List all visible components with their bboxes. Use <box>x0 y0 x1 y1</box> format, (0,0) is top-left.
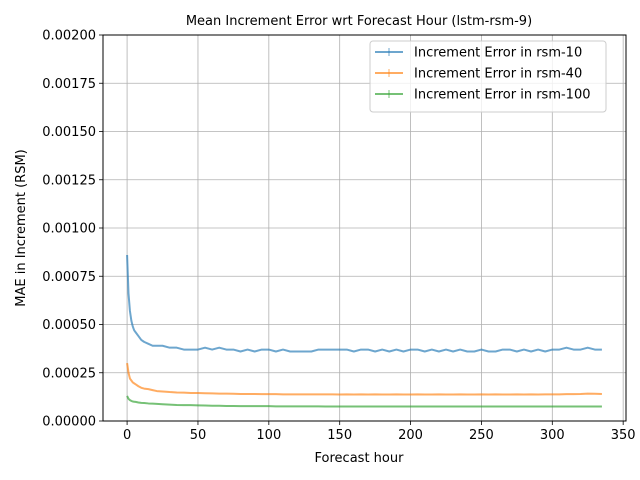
y-tick-label: 0.00075 <box>42 270 96 285</box>
x-axis-label: Forecast hour <box>315 451 405 466</box>
x-tick-label: 100 <box>256 428 281 443</box>
series-line-2 <box>126 362 602 396</box>
y-tick-label: 0.00175 <box>42 77 96 92</box>
legend-box <box>369 40 607 113</box>
tick-layer: 0 50 100 150 200 250 300 350 0.00000 0.00025 0.000… <box>42 29 635 444</box>
x-tick-label: 200 <box>398 428 423 443</box>
legend-label-1: Increment Error in rsm-10 <box>414 46 582 61</box>
x-tick-label: 300 <box>540 428 565 443</box>
y-axis-label: MAE in Increment (RSM) <box>14 149 29 307</box>
x-tick-label: 250 <box>469 428 494 443</box>
series-layer <box>126 254 602 408</box>
x-tick-label: 0 <box>123 428 131 443</box>
chart-title: Mean Increment Error wrt Forecast Hour (… <box>186 14 532 29</box>
x-tick-label: 350 <box>611 428 636 443</box>
x-tick-label: 150 <box>327 428 352 443</box>
y-tick-label: 0.00100 <box>42 222 96 237</box>
legend: Increment Error in rsm-10 Increment Error… <box>369 40 607 113</box>
y-tick-label: 0.00000 <box>42 415 96 430</box>
series-line-1 <box>126 254 602 353</box>
legend-label-3: Increment Error in rsm-100 <box>414 88 591 103</box>
x-tick-label: 50 <box>190 428 207 443</box>
y-tick-label: 0.00200 <box>42 29 96 44</box>
y-tick-label: 0.00150 <box>42 125 96 140</box>
y-tick-label: 0.00050 <box>42 318 96 333</box>
series-line-3 <box>126 395 602 408</box>
legend-label-2: Increment Error in rsm-40 <box>414 67 582 82</box>
y-tick-label: 0.00025 <box>42 366 96 381</box>
y-tick-label: 0.00125 <box>42 173 96 188</box>
